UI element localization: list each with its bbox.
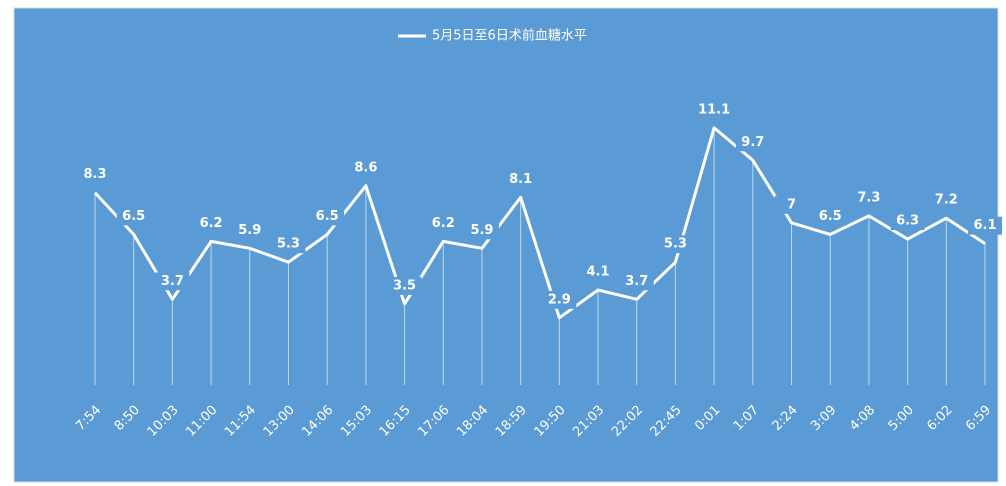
data-label: 6.1	[973, 218, 996, 233]
data-label-group: 6.3	[890, 212, 925, 231]
data-label-group: 9.7	[735, 133, 770, 152]
data-label-bg	[348, 158, 383, 177]
data-label: 5.9	[470, 223, 493, 238]
legend-label: 5月5日至6日术前血糖水平	[432, 28, 587, 44]
data-label: 3.5	[393, 278, 416, 293]
data-label-bg	[581, 263, 616, 282]
data-label: 9.7	[741, 135, 764, 150]
data-label-group: 5.9	[232, 221, 267, 240]
data-label-group: 8.6	[348, 158, 383, 177]
data-label-bg	[232, 221, 267, 240]
data-label: 5.3	[277, 237, 300, 252]
data-label-bg	[968, 216, 1002, 235]
data-label: 6.2	[432, 216, 455, 231]
data-label: 6.5	[122, 209, 145, 224]
data-label: 8.3	[83, 167, 106, 182]
data-label-bg	[155, 272, 190, 291]
data-label: 6.5	[819, 209, 842, 224]
data-label-group: 8.3	[78, 165, 112, 184]
data-label-bg	[774, 195, 809, 214]
series-line	[93, 126, 986, 320]
data-label-group: 8.1	[503, 170, 538, 189]
data-label-bg	[78, 165, 112, 184]
data-label: 4.1	[587, 265, 610, 280]
data-label-group: 6.1	[968, 216, 1002, 235]
data-label: 3.7	[161, 274, 184, 289]
data-label-bg	[735, 133, 770, 152]
data-label: 8.1	[509, 172, 532, 187]
data-label-group: 7	[774, 195, 809, 214]
chart-area	[13, 7, 999, 483]
data-label-group: 5.3	[271, 235, 306, 254]
data-label-group: 6.5	[310, 207, 345, 226]
data-label-bg	[929, 191, 964, 210]
data-label: 6.2	[200, 216, 223, 231]
data-label: 7	[787, 197, 796, 212]
data-label-bg	[890, 212, 925, 231]
data-label: 5.9	[238, 223, 261, 238]
data-label-bg	[310, 207, 345, 226]
data-label-bg	[271, 235, 306, 254]
data-label-bg	[619, 272, 654, 291]
data-label-group: 4.1	[581, 263, 616, 282]
data-label-bg	[697, 100, 732, 119]
data-label-bg	[464, 221, 499, 240]
data-label-group: 3.5	[387, 276, 422, 295]
data-label: 2.9	[548, 292, 571, 307]
data-label-bg	[542, 290, 577, 309]
data-label-group: 2.9	[542, 290, 577, 309]
data-label-bg	[116, 207, 151, 226]
data-label-bg	[426, 214, 461, 233]
data-label-group: 5.3	[658, 235, 693, 254]
data-label: 6.5	[316, 209, 339, 224]
data-label: 8.6	[354, 160, 377, 175]
data-label-group: 7.2	[929, 191, 964, 210]
data-label: 7.3	[857, 190, 880, 205]
data-label: 3.7	[625, 274, 648, 289]
data-label-bg	[387, 276, 422, 295]
data-label-bg	[503, 170, 538, 189]
data-label-group: 6.5	[116, 207, 151, 226]
data-label-group: 11.1	[697, 100, 732, 119]
data-label-group: 7.3	[851, 188, 886, 207]
data-label-bg	[194, 214, 229, 233]
data-label-bg	[658, 235, 693, 254]
data-label-group: 5.9	[464, 221, 499, 240]
data-label-group: 6.2	[194, 214, 229, 233]
data-label-group: 6.2	[426, 214, 461, 233]
data-label: 5.3	[664, 237, 687, 252]
data-label: 6.3	[896, 214, 919, 229]
data-label-bg	[851, 188, 886, 207]
data-label-group: 3.7	[619, 272, 654, 291]
data-label-group: 3.7	[155, 272, 190, 291]
data-label: 7.2	[935, 193, 958, 208]
data-label-group: 6.5	[813, 207, 848, 226]
data-label: 11.1	[698, 102, 730, 117]
data-label-bg	[813, 207, 848, 226]
